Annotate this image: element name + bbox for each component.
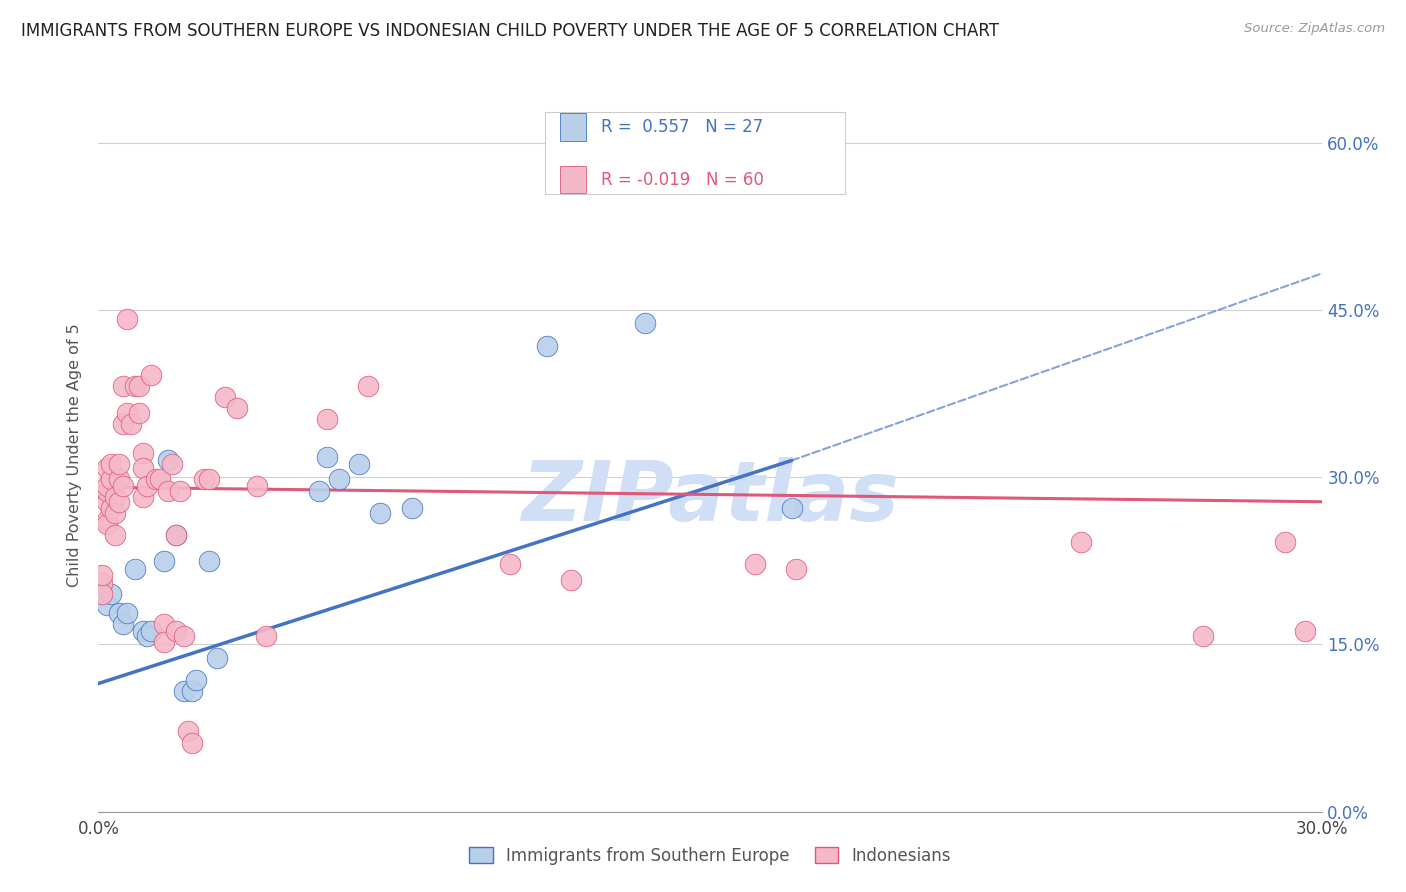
Point	[152, 635, 174, 649]
Point	[96, 516, 118, 531]
Point	[132, 491, 155, 505]
Point	[499, 557, 522, 572]
Point	[349, 457, 371, 471]
Point	[356, 378, 378, 392]
Point	[169, 483, 191, 498]
Point	[104, 528, 127, 542]
Point	[91, 587, 114, 601]
Point	[173, 628, 195, 642]
Point	[132, 624, 155, 639]
Point	[156, 453, 179, 467]
Text: R = -0.019   N = 60: R = -0.019 N = 60	[602, 171, 763, 189]
Point	[108, 607, 131, 621]
Point	[152, 617, 174, 632]
Point	[111, 617, 134, 632]
Point	[780, 501, 803, 516]
Point	[165, 528, 187, 542]
Point	[100, 457, 122, 471]
Point	[111, 479, 134, 493]
Point	[104, 491, 127, 505]
Point	[368, 506, 391, 520]
Point	[96, 599, 118, 613]
Point	[111, 378, 134, 392]
Point	[128, 378, 150, 392]
Point	[111, 417, 134, 431]
Text: ZIPatlas: ZIPatlas	[522, 458, 898, 538]
Point	[1294, 624, 1316, 639]
Point	[152, 554, 174, 568]
Point	[205, 651, 228, 665]
Legend: Immigrants from Southern Europe, Indonesians: Immigrants from Southern Europe, Indones…	[463, 840, 957, 871]
Point	[197, 554, 219, 568]
Point	[315, 412, 337, 426]
Point	[177, 724, 200, 739]
Point	[536, 338, 558, 352]
Point	[96, 479, 118, 493]
Point	[401, 501, 423, 516]
Point	[96, 483, 118, 498]
Point	[108, 494, 131, 508]
Point	[91, 576, 114, 591]
Point	[96, 494, 118, 508]
Point	[96, 512, 118, 526]
Point	[120, 417, 142, 431]
Point	[149, 473, 172, 487]
Point	[100, 473, 122, 487]
Point	[108, 457, 131, 471]
Point	[115, 406, 138, 420]
Point	[104, 506, 127, 520]
Text: IMMIGRANTS FROM SOUTHERN EUROPE VS INDONESIAN CHILD POVERTY UNDER THE AGE OF 5 C: IMMIGRANTS FROM SOUTHERN EUROPE VS INDON…	[21, 22, 1000, 40]
Point	[141, 368, 163, 382]
Point	[193, 473, 215, 487]
Point	[744, 557, 766, 572]
Point	[308, 483, 330, 498]
Point	[124, 378, 146, 392]
Point	[136, 479, 159, 493]
Point	[96, 461, 118, 475]
Point	[108, 473, 131, 487]
Point	[328, 473, 350, 487]
Point	[124, 562, 146, 576]
Point	[132, 461, 155, 475]
Point	[173, 684, 195, 698]
Bar	[560, 113, 586, 141]
Point	[634, 317, 657, 331]
Point	[100, 501, 122, 516]
Point	[136, 628, 159, 642]
Point	[181, 684, 204, 698]
Point	[197, 473, 219, 487]
Point	[1274, 534, 1296, 549]
Point	[1192, 628, 1215, 642]
Point	[165, 624, 187, 639]
Point	[785, 562, 807, 576]
Point	[115, 312, 138, 326]
Point	[181, 735, 204, 749]
Text: Source: ZipAtlas.com: Source: ZipAtlas.com	[1244, 22, 1385, 36]
Point	[254, 628, 277, 642]
Point	[160, 457, 183, 471]
Point	[141, 624, 163, 639]
Point	[246, 479, 269, 493]
Point	[1070, 534, 1092, 549]
Text: R =  0.557   N = 27: R = 0.557 N = 27	[602, 118, 763, 136]
Bar	[560, 166, 586, 194]
Point	[115, 607, 138, 621]
Point	[165, 528, 187, 542]
Point	[132, 445, 155, 460]
Point	[560, 573, 582, 587]
Point	[315, 450, 337, 464]
Point	[186, 673, 208, 687]
Point	[156, 483, 179, 498]
Point	[226, 401, 249, 416]
Point	[145, 473, 167, 487]
Point	[100, 587, 122, 601]
Point	[91, 582, 114, 596]
Y-axis label: Child Poverty Under the Age of 5: Child Poverty Under the Age of 5	[67, 323, 83, 587]
Point	[91, 568, 114, 582]
Point	[128, 406, 150, 420]
Point	[214, 390, 236, 404]
FancyBboxPatch shape	[546, 112, 845, 194]
